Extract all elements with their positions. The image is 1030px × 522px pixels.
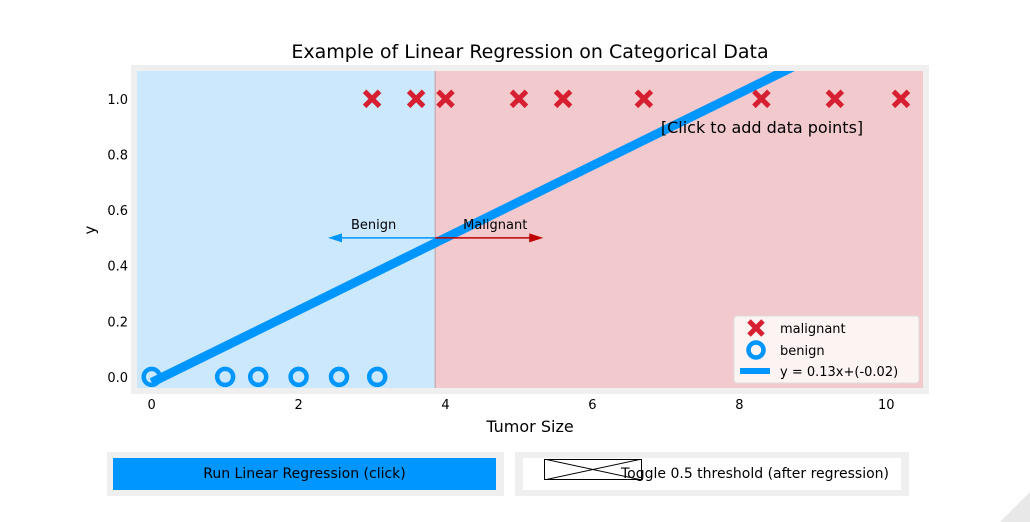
- malignant-point: [553, 89, 573, 109]
- legend-box: [733, 315, 920, 384]
- x-tick-label: 6: [588, 398, 596, 413]
- y-axis-label: y: [81, 225, 99, 234]
- regression-line: [149, 71, 795, 387]
- broken-image-icon: [544, 459, 642, 480]
- malignant-point: [436, 89, 455, 109]
- malignant-arrow: Malignant: [435, 218, 544, 243]
- benign-point: [141, 366, 162, 388]
- legend-label: y = 0.13x+(-0.02): [780, 365, 898, 380]
- toggle-threshold-label: Toggle 0.5 threshold (after regression): [621, 466, 889, 482]
- y-tick-label: 0.2: [107, 315, 128, 330]
- x-axis-label: Tumor Size: [485, 417, 573, 436]
- malignant-point: [362, 89, 382, 109]
- y-tick-label: 0.8: [107, 148, 128, 163]
- benign-point: [366, 366, 388, 388]
- y-tick-label: 1.0: [107, 93, 128, 108]
- y-tick-label: 0.0: [107, 371, 128, 386]
- y-tick-label: 0.4: [107, 260, 128, 275]
- toggle-threshold-frame: Toggle 0.5 threshold (after regression): [515, 452, 909, 496]
- benign-arrow: Benign: [327, 218, 436, 243]
- benign-point: [328, 366, 350, 388]
- click-to-add-annotation: [Click to add data points]: [661, 118, 863, 137]
- legend-label: malignant: [780, 322, 846, 337]
- x-tick-label: 4: [441, 398, 449, 413]
- malignant-point: [891, 89, 911, 109]
- legend: malignant benign y = 0.13x+(-0.02): [733, 315, 920, 384]
- benign-point: [247, 366, 269, 388]
- run-regression-button[interactable]: Run Linear Regression (click): [113, 458, 496, 490]
- run-regression-frame: Run Linear Regression (click): [107, 452, 504, 496]
- legend-label: benign: [780, 344, 825, 359]
- x-tick-label: 8: [735, 398, 743, 413]
- x-tick-label: 10: [878, 398, 895, 413]
- chart-title: Example of Linear Regression on Categori…: [291, 41, 768, 63]
- legend-benign-marker: [746, 340, 766, 360]
- x-tick-label: 0: [148, 398, 156, 413]
- malignant-point: [634, 89, 654, 109]
- benign-point: [214, 366, 236, 388]
- benign-arrow-label: Benign: [351, 218, 396, 233]
- malignant-point: [825, 89, 845, 109]
- malignant-arrow-label: Malignant: [463, 218, 527, 233]
- x-tick-label: 2: [294, 398, 302, 413]
- legend-malignant-marker: [747, 319, 765, 337]
- benign-region: [137, 71, 436, 388]
- toggle-threshold-button[interactable]: Toggle 0.5 threshold (after regression): [523, 458, 901, 490]
- malignant-point: [752, 89, 771, 109]
- benign-point: [288, 366, 309, 388]
- malignant-point: [406, 89, 426, 109]
- malignant-point: [509, 89, 529, 109]
- run-regression-label: Run Linear Regression (click): [203, 466, 406, 482]
- resize-handle-icon[interactable]: [1000, 492, 1030, 522]
- y-tick-label: 0.6: [107, 204, 128, 219]
